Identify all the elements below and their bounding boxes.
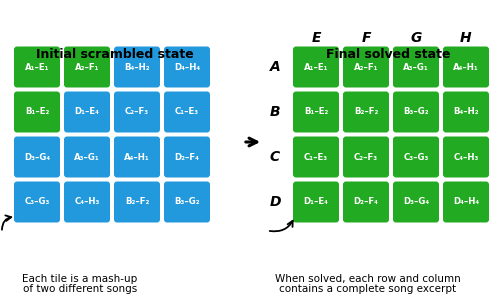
Text: D₂–F₄: D₂–F₄ (174, 152, 200, 162)
FancyBboxPatch shape (64, 181, 110, 222)
FancyBboxPatch shape (343, 137, 389, 178)
FancyBboxPatch shape (164, 181, 210, 222)
FancyBboxPatch shape (293, 137, 339, 178)
FancyBboxPatch shape (443, 47, 489, 88)
FancyBboxPatch shape (114, 137, 160, 178)
Text: A: A (270, 60, 280, 74)
FancyBboxPatch shape (443, 181, 489, 222)
Text: B: B (270, 105, 280, 119)
FancyBboxPatch shape (443, 91, 489, 132)
Text: A₂–F₁: A₂–F₁ (75, 62, 99, 72)
Text: Final solved state: Final solved state (326, 48, 450, 61)
Text: D₁–E₄: D₁–E₄ (74, 108, 100, 116)
FancyBboxPatch shape (64, 91, 110, 132)
Text: contains a complete song excerpt: contains a complete song excerpt (280, 284, 456, 294)
FancyBboxPatch shape (114, 181, 160, 222)
FancyBboxPatch shape (64, 137, 110, 178)
Text: Each tile is a mash-up: Each tile is a mash-up (22, 274, 138, 284)
Text: C₂–F₃: C₂–F₃ (354, 152, 378, 162)
Text: A₁–E₁: A₁–E₁ (25, 62, 49, 72)
Text: B₁–E₂: B₁–E₂ (25, 108, 49, 116)
Text: A₁–E₁: A₁–E₁ (304, 62, 328, 72)
Text: B₃–G₂: B₃–G₂ (403, 108, 429, 116)
Text: C₂–F₃: C₂–F₃ (125, 108, 149, 116)
FancyBboxPatch shape (343, 181, 389, 222)
Text: B₄–H₂: B₄–H₂ (453, 108, 479, 116)
Text: G: G (410, 31, 422, 45)
FancyBboxPatch shape (14, 91, 60, 132)
FancyBboxPatch shape (393, 91, 439, 132)
Text: C₄–H₃: C₄–H₃ (74, 198, 100, 206)
FancyBboxPatch shape (443, 137, 489, 178)
Text: B₃–G₂: B₃–G₂ (174, 198, 200, 206)
Text: C₃–G₃: C₃–G₃ (404, 152, 428, 162)
Text: C₃–G₃: C₃–G₃ (24, 198, 50, 206)
Text: A₄–H₁: A₄–H₁ (124, 152, 150, 162)
FancyBboxPatch shape (393, 47, 439, 88)
Text: D₃–G₄: D₃–G₄ (403, 198, 429, 206)
FancyBboxPatch shape (64, 47, 110, 88)
FancyBboxPatch shape (393, 181, 439, 222)
FancyBboxPatch shape (114, 91, 160, 132)
FancyBboxPatch shape (164, 91, 210, 132)
FancyBboxPatch shape (164, 47, 210, 88)
Text: B₂–F₂: B₂–F₂ (125, 198, 149, 206)
Text: A₃–G₁: A₃–G₁ (403, 62, 429, 72)
Text: H: H (460, 31, 472, 45)
Text: C₁–E₃: C₁–E₃ (175, 108, 199, 116)
FancyBboxPatch shape (293, 91, 339, 132)
Text: of two different songs: of two different songs (23, 284, 137, 294)
Text: D: D (269, 195, 281, 209)
FancyBboxPatch shape (164, 137, 210, 178)
FancyBboxPatch shape (14, 181, 60, 222)
Text: F: F (361, 31, 371, 45)
Text: A₃–G₁: A₃–G₁ (74, 152, 100, 162)
Text: C₁–E₃: C₁–E₃ (304, 152, 328, 162)
FancyBboxPatch shape (343, 47, 389, 88)
FancyBboxPatch shape (114, 47, 160, 88)
FancyBboxPatch shape (293, 47, 339, 88)
Text: When solved, each row and column: When solved, each row and column (275, 274, 461, 284)
Text: B₄–H₂: B₄–H₂ (124, 62, 150, 72)
Text: D₁–E₄: D₁–E₄ (304, 198, 328, 206)
FancyBboxPatch shape (14, 137, 60, 178)
Text: B₂–F₂: B₂–F₂ (354, 108, 378, 116)
Text: A₂–F₁: A₂–F₁ (354, 62, 378, 72)
Text: D₂–F₄: D₂–F₄ (354, 198, 378, 206)
FancyBboxPatch shape (343, 91, 389, 132)
Text: E: E (311, 31, 321, 45)
Text: D₄–H₄: D₄–H₄ (174, 62, 200, 72)
FancyBboxPatch shape (14, 47, 60, 88)
Text: Initial scrambled state: Initial scrambled state (36, 48, 194, 61)
Text: A₄–H₁: A₄–H₁ (453, 62, 479, 72)
Text: D₃–G₄: D₃–G₄ (24, 152, 50, 162)
Text: C: C (270, 150, 280, 164)
Text: C₄–H₃: C₄–H₃ (454, 152, 478, 162)
Text: D₄–H₄: D₄–H₄ (453, 198, 479, 206)
FancyBboxPatch shape (393, 137, 439, 178)
FancyBboxPatch shape (293, 181, 339, 222)
Text: B₁–E₂: B₁–E₂ (304, 108, 328, 116)
